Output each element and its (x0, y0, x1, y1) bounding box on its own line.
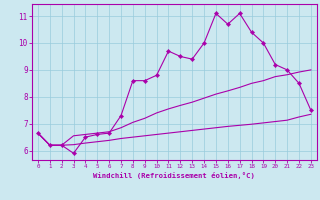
X-axis label: Windchill (Refroidissement éolien,°C): Windchill (Refroidissement éolien,°C) (93, 172, 255, 179)
